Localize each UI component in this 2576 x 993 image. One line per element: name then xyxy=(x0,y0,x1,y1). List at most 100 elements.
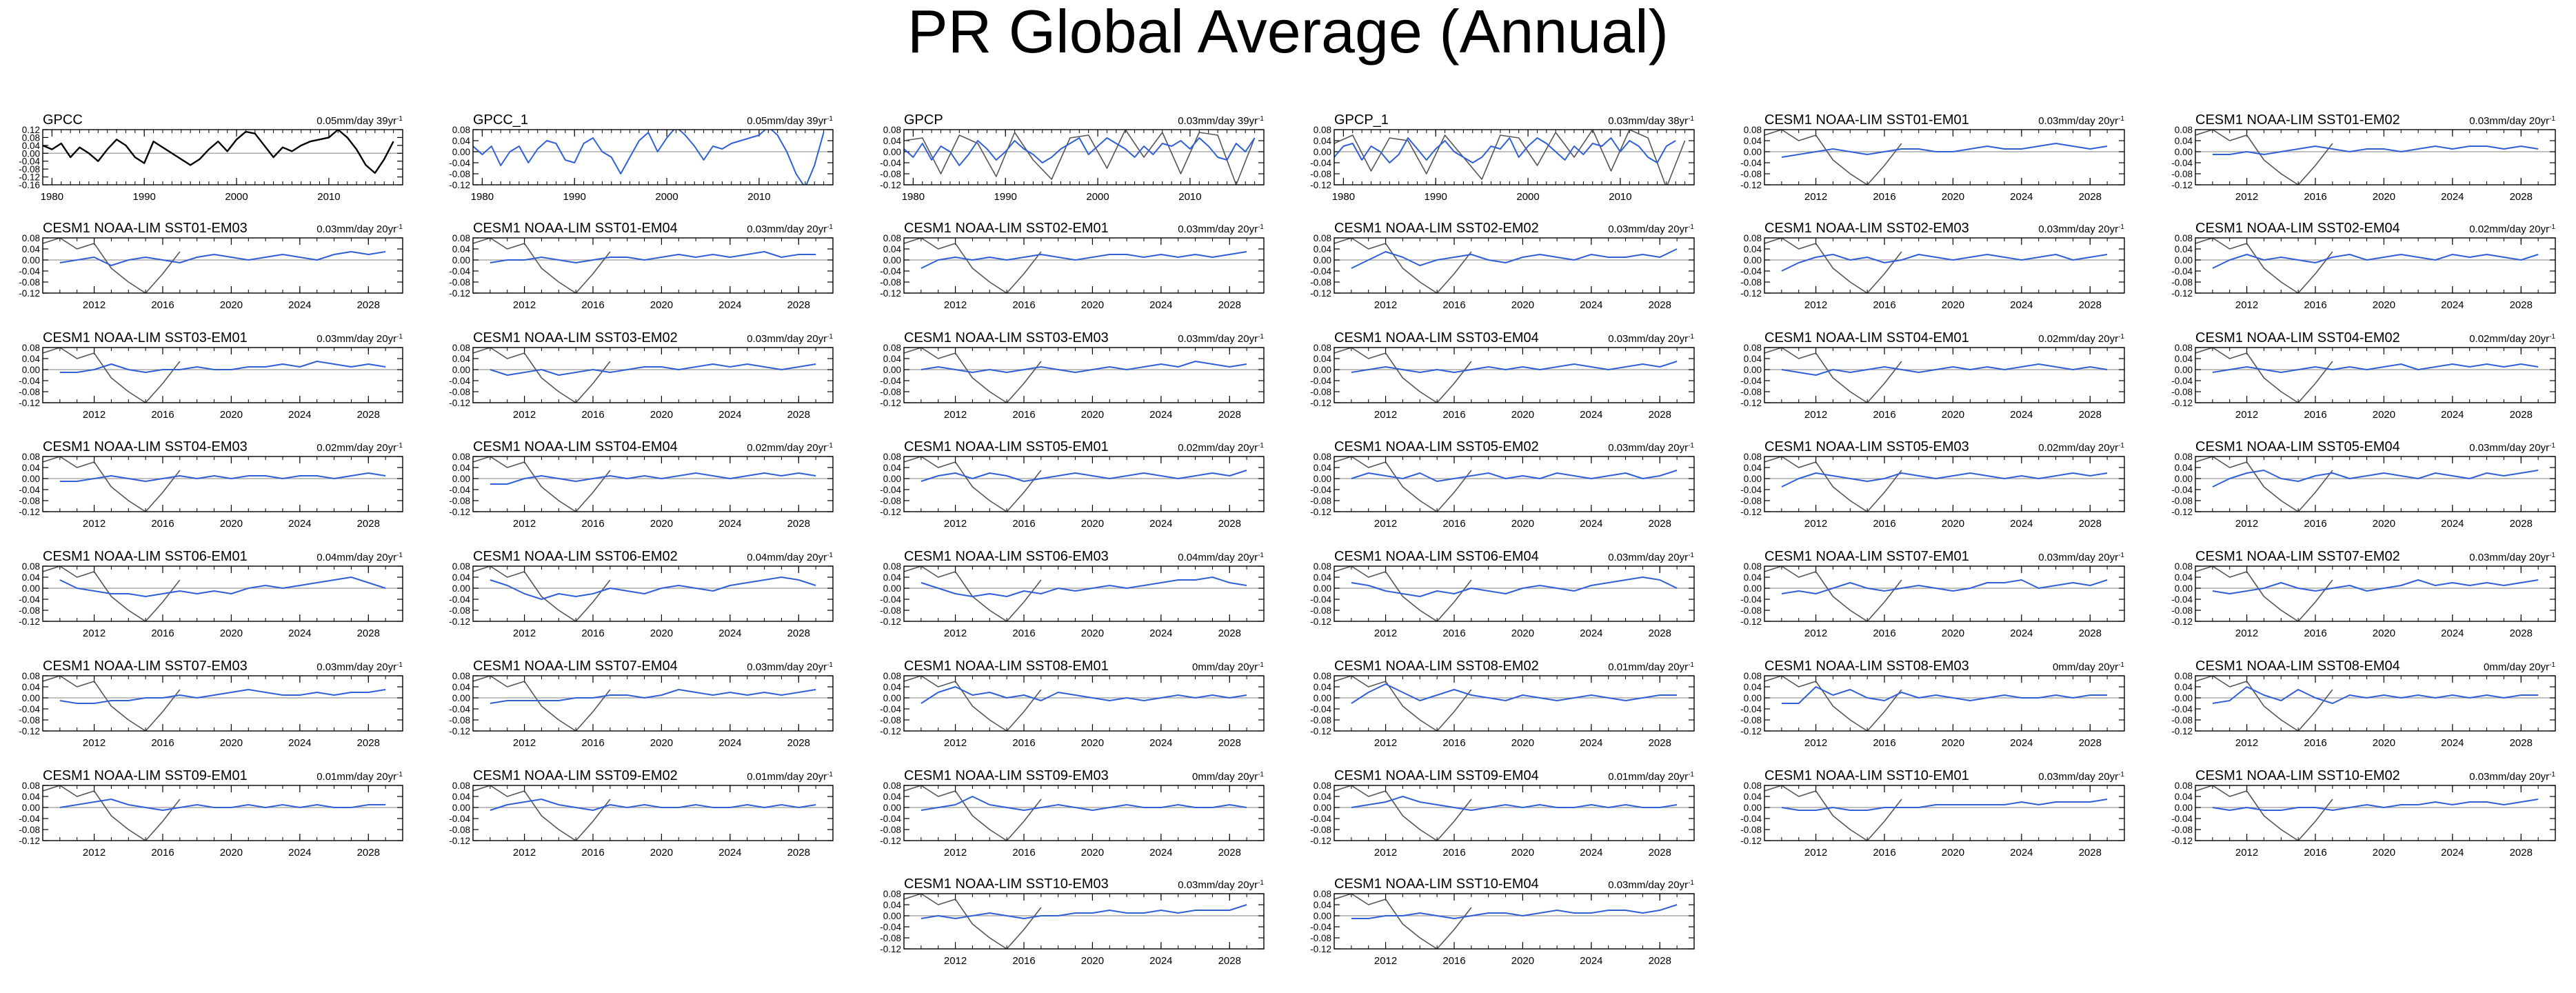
plot-frame xyxy=(472,785,834,841)
x-tick-label: 2012 xyxy=(1374,518,1397,530)
y-tick-label: -0.04 xyxy=(880,594,901,605)
x-tick-label: 2028 xyxy=(2079,847,2102,859)
y-tick-label: 0.08 xyxy=(22,452,40,462)
y-tick-label: 0.04 xyxy=(1314,244,1332,254)
chart-panel: GPCC 0.05mm/day 39yr-10.120.080.040.00-0.… xyxy=(19,112,403,203)
series-line-reference xyxy=(1764,457,1902,512)
panel-title: CESM1 NOAA-LIM SST05-EM01 xyxy=(904,439,1109,454)
y-tick-label: -0.08 xyxy=(449,387,470,397)
trend-label: 0.05mm/day 39yr-1 xyxy=(747,115,833,128)
y-tick-label: -0.08 xyxy=(880,933,901,943)
x-tick-label: 2020 xyxy=(1081,299,1104,311)
y-tick-label: -0.08 xyxy=(880,605,901,616)
y-tick-label: -0.04 xyxy=(1740,704,1762,714)
y-tick-label: 0.00 xyxy=(2175,255,2193,265)
y-tick-label: -0.12 xyxy=(19,726,40,736)
x-tick-label: 2024 xyxy=(288,518,311,530)
trend-exponent: -1 xyxy=(396,552,403,559)
plot-frame xyxy=(903,347,1265,403)
y-tick-label: 0.08 xyxy=(452,781,470,791)
series-line-model xyxy=(490,689,816,704)
x-tick-label: 2024 xyxy=(2010,191,2033,203)
x-tick-label: 2012 xyxy=(2235,518,2258,530)
y-tick-label: 0.04 xyxy=(22,463,41,473)
y-tick-label: -0.12 xyxy=(19,616,40,627)
y-tick-label: -0.08 xyxy=(1310,496,1331,506)
x-tick-label: 2020 xyxy=(1511,409,1534,421)
x-tick-label: 2000 xyxy=(225,191,248,203)
x-tick-label: 2016 xyxy=(151,628,174,639)
panel-title: CESM1 NOAA-LIM SST06-EM02 xyxy=(473,549,678,564)
x-tick-label: 2028 xyxy=(1218,409,1241,421)
y-tick-label: -0.12 xyxy=(449,616,470,627)
panel-title: CESM1 NOAA-LIM SST08-EM04 xyxy=(2195,659,2400,674)
x-tick-label: 2016 xyxy=(1012,518,1035,530)
trend-text: 0.03mm/day 20yr xyxy=(1608,333,1688,345)
panel-title: CESM1 NOAA-LIM SST05-EM03 xyxy=(1764,439,1969,454)
series-line-reference xyxy=(2195,566,2333,621)
series-line-model xyxy=(2212,799,2539,811)
y-tick-label: 0.08 xyxy=(883,781,901,791)
y-tick-label: -0.08 xyxy=(2171,605,2193,616)
y-tick-label: 0.04 xyxy=(2175,572,2193,583)
y-tick-label: 0.08 xyxy=(883,889,901,899)
y-tick-label: 0.00 xyxy=(452,583,470,594)
chart-panel: GPCC_1 0.05mm/day 39yr-1 0.080.040.00-0.04… xyxy=(449,112,834,203)
x-tick-label: 1990 xyxy=(1425,191,1447,203)
x-tick-label: 2012 xyxy=(2235,847,2258,859)
x-tick-label: 2012 xyxy=(944,737,967,749)
y-tick-label: 0.00 xyxy=(2175,583,2193,594)
y-tick-label: -0.08 xyxy=(1740,825,1762,835)
series-line-model xyxy=(920,796,1247,811)
panel-title: CESM1 NOAA-LIM SST10-EM01 xyxy=(1764,768,1969,783)
y-tick-label: 0.00 xyxy=(883,147,901,157)
x-tick-label: 2028 xyxy=(2510,299,2533,311)
y-tick-label: 0.00 xyxy=(452,693,470,703)
trend-exponent: -1 xyxy=(827,223,833,231)
x-tick-label: 2028 xyxy=(1649,847,1671,859)
x-tick-label: 2012 xyxy=(944,409,967,421)
y-tick-label: 0.00 xyxy=(452,803,470,813)
y-tick-label: -0.12 xyxy=(1740,726,1762,736)
y-tick-label: -0.12 xyxy=(1740,616,1762,627)
trend-text: 0mm/day 20yr xyxy=(2053,661,2118,673)
y-tick-label: -0.12 xyxy=(880,726,901,736)
panel-title: CESM1 NOAA-LIM SST05-EM04 xyxy=(2195,439,2400,454)
y-tick-label: 0.04 xyxy=(1314,354,1332,364)
x-tick-label: 2028 xyxy=(2079,628,2102,639)
chart-panel: CESM1 NOAA-LIM SST05-EM04 0.03mm/day 20yr… xyxy=(2171,439,2556,530)
series-line-model xyxy=(59,799,386,811)
series-line-model xyxy=(2212,254,2539,269)
x-tick-label: 2024 xyxy=(288,628,311,639)
x-tick-label: 2020 xyxy=(1942,628,1964,639)
panel-title: CESM1 NOAA-LIM SST03-EM02 xyxy=(473,330,678,345)
x-tick-label: 2028 xyxy=(357,847,380,859)
x-tick-label: 2016 xyxy=(1442,299,1465,311)
x-tick-label: 2020 xyxy=(220,409,243,421)
trend-text: 0.03mm/day 20yr xyxy=(2469,442,2549,454)
trend-text: 0.03mm/day 20yr xyxy=(2038,552,2118,563)
x-tick-label: 2016 xyxy=(1873,299,1895,311)
y-tick-label: -0.04 xyxy=(1740,158,1762,168)
plot-frame xyxy=(42,456,403,512)
panel-title: CESM1 NOAA-LIM SST02-EM04 xyxy=(2195,221,2400,236)
y-tick-label: 0.00 xyxy=(22,583,40,594)
y-tick-label: -0.04 xyxy=(2171,814,2193,824)
chart-panel: CESM1 NOAA-LIM SST10-EM04 0.03mm/day 20yr… xyxy=(1310,876,1695,967)
y-tick-label: 0.04 xyxy=(22,354,41,364)
plot-frame xyxy=(2195,675,2556,732)
series-line-reference xyxy=(904,348,1042,403)
y-tick-label: -0.04 xyxy=(19,594,40,605)
x-tick-label: 2024 xyxy=(718,628,741,639)
y-tick-label: 0.00 xyxy=(22,148,40,159)
trend-label: 0.01mm/day 20yr-1 xyxy=(316,771,403,783)
chart-panel: CESM1 NOAA-LIM SST06-EM02 0.04mm/day 20yr… xyxy=(449,549,834,639)
series-line-model xyxy=(59,361,386,373)
trend-text: 0.05mm/day 39yr xyxy=(747,115,827,127)
y-tick-label: -0.08 xyxy=(19,496,40,506)
y-tick-label: 0.00 xyxy=(1314,474,1331,484)
series-line-reference xyxy=(1334,676,1472,731)
trend-label: 0.03mm/day 20yr-1 xyxy=(1608,879,1694,892)
y-tick-label: 0.08 xyxy=(1314,781,1331,791)
x-tick-label: 2024 xyxy=(2010,299,2033,311)
